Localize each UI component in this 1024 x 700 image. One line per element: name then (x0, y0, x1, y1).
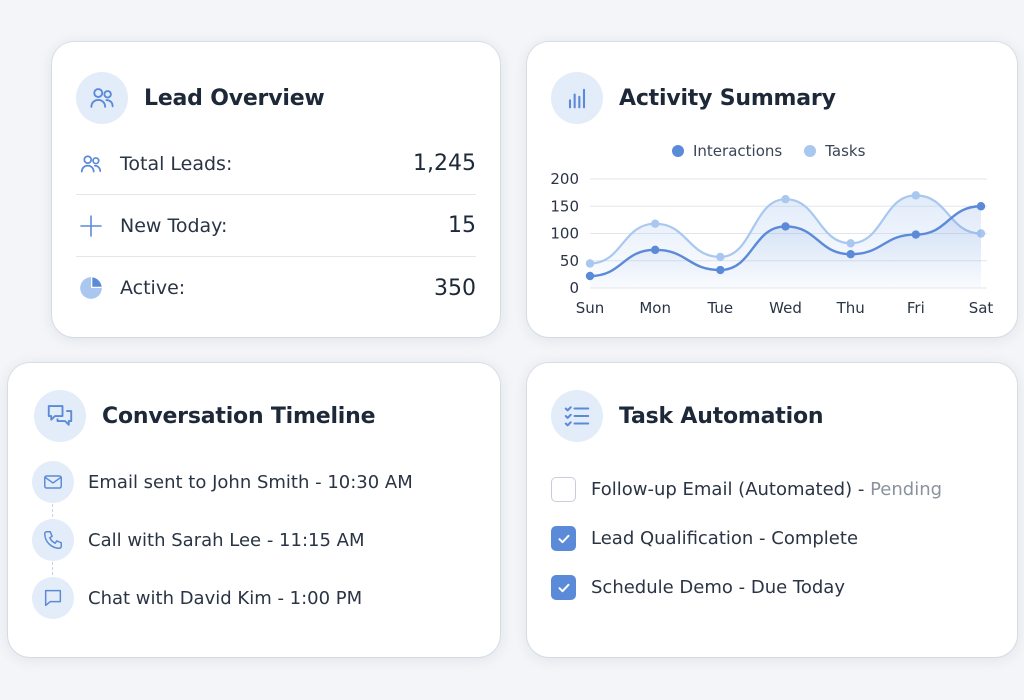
task-automation-title: Task Automation (619, 403, 824, 429)
stat-label: Active: (120, 277, 186, 299)
data-point-interactions[interactable] (976, 202, 986, 211)
task-name: Follow-up Email (Automated) - (591, 479, 871, 500)
stat-total-leads: Total Leads: 1,245 (76, 133, 476, 195)
chart-legend: Interactions Tasks (672, 142, 887, 160)
activity-summary-title: Activity Summary (619, 85, 836, 111)
timeline-item-text: Chat with David Kim - 1:00 PM (88, 587, 363, 609)
task-item-schedule-demo[interactable]: Schedule Demo - Due Today (551, 575, 845, 600)
legend-label: Interactions (693, 142, 783, 160)
timeline-connector (52, 562, 53, 580)
users-icon (76, 72, 128, 124)
data-point-tasks[interactable] (716, 252, 725, 262)
timeline-item[interactable]: Chat with David Kim - 1:00 PM (32, 577, 362, 619)
task-item-follow-up-email[interactable]: Follow-up Email (Automated) - Pending (551, 477, 942, 502)
checklist-icon (551, 390, 603, 442)
y-tick-label: 50 (560, 252, 579, 270)
legend-swatch (804, 145, 817, 157)
stat-active: Active: 350 (76, 257, 476, 319)
x-tick-label: Fri (907, 299, 925, 317)
lead-overview-title: Lead Overview (144, 85, 325, 111)
task-status: Due Today (750, 577, 845, 598)
timeline-connector (52, 504, 53, 522)
conversation-timeline-card: Conversation Timeline Email sent to John… (8, 363, 500, 657)
task-text: Lead Qualification - Complete (591, 528, 858, 549)
legend-label: Tasks (825, 142, 866, 160)
task-checkbox[interactable] (551, 575, 576, 600)
stat-value: 350 (434, 275, 476, 301)
lead-overview-header: Lead Overview (76, 72, 325, 124)
pie-chart-icon (76, 273, 106, 303)
x-tick-label: Sat (969, 299, 994, 317)
y-tick-label: 0 (569, 279, 579, 297)
y-tick-label: 100 (550, 225, 579, 243)
activity-line-chart: 0 50 100 150 200 Sun Mon Tue Wed Thu Fri Sat (550, 170, 994, 317)
stat-label: Total Leads: (120, 152, 233, 175)
activity-summary-header: Activity Summary (551, 72, 836, 124)
x-tick-label: Wed (769, 299, 802, 317)
task-status: Complete (771, 528, 859, 549)
data-point-interactions[interactable] (846, 250, 855, 259)
x-tick-label: Mon (639, 299, 671, 317)
data-point-tasks[interactable] (911, 191, 921, 200)
phone-icon (32, 519, 74, 561)
task-name: Schedule Demo - (591, 577, 751, 598)
task-status: Pending (870, 479, 943, 500)
task-checkbox[interactable] (551, 477, 576, 502)
chat-icon (32, 577, 74, 619)
data-point-tasks[interactable] (846, 239, 855, 248)
task-text: Follow-up Email (Automated) - Pending (591, 479, 942, 500)
task-name: Lead Qualification - (591, 528, 772, 549)
timeline-item-text: Call with Sarah Lee - 11:15 AM (88, 529, 365, 551)
task-automation-card: Task Automation Follow-up Email (Automat… (527, 363, 1017, 657)
check-icon (558, 534, 569, 543)
conversation-timeline-header: Conversation Timeline (34, 390, 376, 442)
x-tick-label: Tue (707, 299, 734, 317)
timeline-item[interactable]: Email sent to John Smith - 10:30 AM (32, 461, 413, 503)
mail-icon (32, 461, 74, 503)
plus-icon (76, 211, 106, 241)
check-icon (558, 583, 569, 592)
legend-item-interactions[interactable]: Interactions (672, 142, 782, 160)
x-tick-label: Thu (836, 299, 865, 317)
data-point-interactions[interactable] (585, 271, 595, 281)
data-point-interactions[interactable] (781, 222, 790, 231)
x-tick-label: Sun (576, 299, 605, 317)
y-tick-label: 200 (550, 170, 579, 188)
task-automation-header: Task Automation (551, 390, 824, 442)
legend-swatch (672, 145, 684, 157)
users-icon (76, 149, 106, 179)
legend-item-tasks[interactable]: Tasks (804, 142, 865, 160)
lead-overview-card: Lead Overview Total Leads: 1,245 New Tod… (52, 42, 500, 337)
conversation-timeline-title: Conversation Timeline (102, 403, 376, 429)
chat-bubbles-icon (34, 390, 86, 442)
data-point-interactions[interactable] (716, 265, 725, 275)
timeline-item-text: Email sent to John Smith - 10:30 AM (88, 471, 413, 493)
bar-chart-icon (551, 72, 603, 124)
stat-value: 15 (448, 213, 476, 238)
y-tick-label: 150 (550, 197, 579, 215)
series-area-interactions (590, 206, 981, 288)
stat-label: New Today: (120, 214, 228, 237)
data-point-tasks[interactable] (650, 219, 660, 228)
timeline-item[interactable]: Call with Sarah Lee - 11:15 AM (32, 519, 365, 561)
task-text: Schedule Demo - Due Today (591, 577, 845, 598)
activity-summary-card: Activity Summary Interactions Tasks 0 50 1… (527, 42, 1017, 337)
data-point-tasks[interactable] (585, 259, 595, 268)
data-point-interactions[interactable] (911, 230, 921, 239)
data-point-tasks[interactable] (781, 194, 790, 204)
task-checkbox[interactable] (551, 526, 576, 551)
stat-value: 1,245 (413, 151, 476, 176)
stat-new-today: New Today: 15 (76, 195, 476, 257)
data-point-interactions[interactable] (650, 245, 660, 255)
task-item-lead-qualification[interactable]: Lead Qualification - Complete (551, 526, 858, 551)
